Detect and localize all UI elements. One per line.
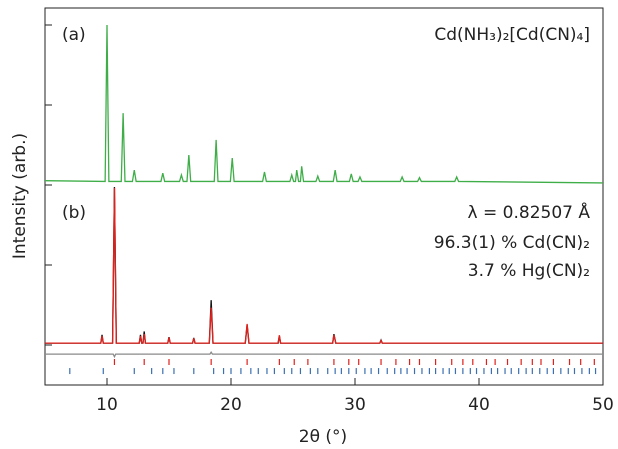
- x-tick-label: 10: [96, 395, 118, 415]
- pattern-line: [45, 187, 603, 344]
- legend-entry: 96.3(1) % Cd(CN)₂: [434, 233, 590, 253]
- wavelength-label: λ = 0.82507 Å: [468, 201, 591, 223]
- x-tick-label: 30: [344, 395, 366, 415]
- y-axis-ticks: [45, 24, 52, 346]
- y-axis-label: Intensity (arb.): [10, 133, 30, 259]
- pattern-line: [44, 24, 604, 184]
- plot-frame: [44, 7, 604, 386]
- legend-entry: Cd(NH₃)₂[Cd(CN)₄]: [434, 25, 590, 45]
- panel-label: (a): [62, 25, 86, 45]
- x-axis-label: 2θ (°): [299, 427, 347, 447]
- pattern-line: [45, 351, 603, 359]
- x-tick-label: 20: [220, 395, 242, 415]
- x-tick-label: 50: [592, 395, 614, 415]
- legend-entry: 3.7 % Hg(CN)₂: [468, 261, 590, 281]
- panel-label: (b): [62, 203, 86, 223]
- x-tick-label: 40: [468, 395, 490, 415]
